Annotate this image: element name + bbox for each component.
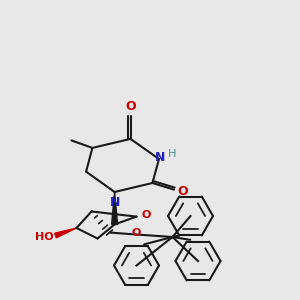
Text: H: H bbox=[167, 148, 176, 159]
Polygon shape bbox=[112, 192, 118, 224]
Text: O: O bbox=[125, 100, 136, 113]
Text: O: O bbox=[141, 210, 150, 220]
Polygon shape bbox=[55, 228, 76, 238]
Text: O: O bbox=[131, 228, 141, 238]
Text: HO: HO bbox=[35, 232, 54, 242]
Text: N: N bbox=[110, 196, 120, 208]
Text: N: N bbox=[155, 151, 166, 164]
Text: O: O bbox=[178, 184, 188, 198]
